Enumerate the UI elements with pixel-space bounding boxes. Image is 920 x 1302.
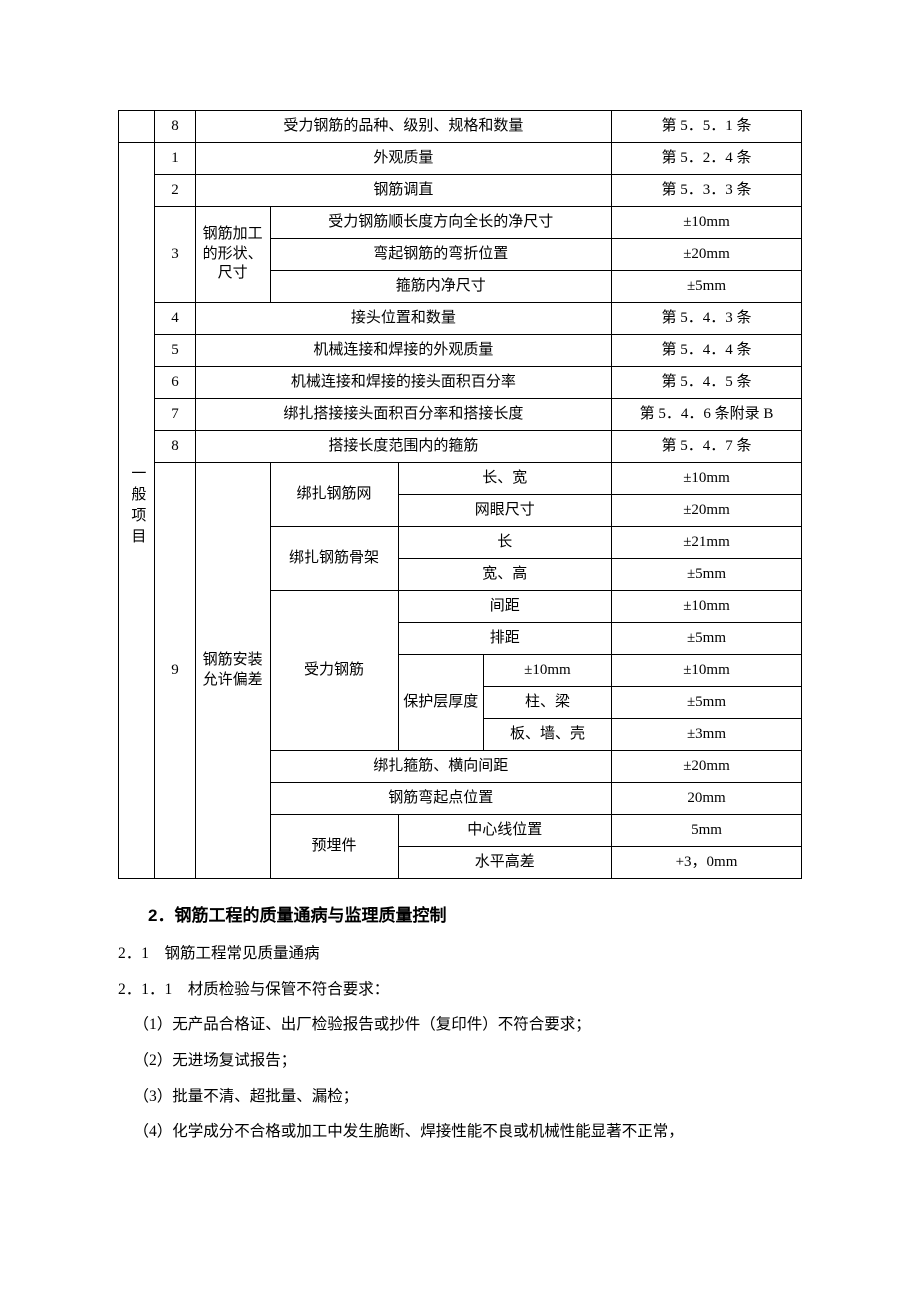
- paragraph: （4）化学成分不合格或加工中发生脆断、焊接性能不良或机械性能显著不正常，: [118, 1114, 802, 1150]
- cell-ref: ±10mm: [611, 591, 801, 623]
- cell-num: 5: [155, 335, 196, 367]
- spec-table: 8 受力钢筋的品种、级别、规格和数量 第 5．5．1 条 一般项目 1 外观质量…: [118, 110, 802, 879]
- cell-ref: ±5mm: [611, 271, 801, 303]
- cell-ref: +3，0mm: [611, 847, 801, 879]
- cell-desc: 绑扎箍筋、横向间距: [270, 751, 611, 783]
- cell-desc: 水平高差: [398, 847, 611, 879]
- cell-num: 9: [155, 463, 196, 879]
- table-row: 4 接头位置和数量 第 5．4．3 条: [119, 303, 802, 335]
- table-row: 5 机械连接和焊接的外观质量 第 5．4．4 条: [119, 335, 802, 367]
- cell-ref: ±5mm: [611, 687, 801, 719]
- paragraph: （2）无进场复试报告；: [118, 1043, 802, 1079]
- paragraph: （3）批量不清、超批量、漏检；: [118, 1079, 802, 1115]
- cell-ref: 第 5．4．5 条: [611, 367, 801, 399]
- cell-ref: ±10mm: [611, 655, 801, 687]
- cell-desc: 机械连接和焊接的接头面积百分率: [195, 367, 611, 399]
- cell-desc: 搭接长度范围内的箍筋: [195, 431, 611, 463]
- table-row: 3 钢筋加工的形状、尺寸 受力钢筋顺长度方向全长的净尺寸 ±10mm: [119, 207, 802, 239]
- table-row: 8 搭接长度范围内的箍筋 第 5．4．7 条: [119, 431, 802, 463]
- category-header-text: 一般项目: [127, 465, 147, 549]
- cell-desc: 钢筋调直: [195, 175, 611, 207]
- cell-ref: ±5mm: [611, 559, 801, 591]
- cell-desc: 长: [398, 527, 611, 559]
- cell-desc: ±10mm: [483, 655, 611, 687]
- paragraph: 2．1．1 材质检验与保管不符合要求：: [118, 972, 802, 1008]
- cell-desc: 受力钢筋顺长度方向全长的净尺寸: [270, 207, 611, 239]
- cell-desc: 宽、高: [398, 559, 611, 591]
- cell-desc: 网眼尺寸: [398, 495, 611, 527]
- cell-ref: 第 5．5．1 条: [611, 111, 801, 143]
- cell-num: 1: [155, 143, 196, 175]
- cell-ref: 第 5．2．4 条: [611, 143, 801, 175]
- cell-num: 8: [155, 111, 196, 143]
- cell-sub2: 保护层厚度: [398, 655, 483, 751]
- cell-desc: 绑扎搭接接头面积百分率和搭接长度: [195, 399, 611, 431]
- cell-ref: 第 5．4．7 条: [611, 431, 801, 463]
- cell-ref: 第 5．3．3 条: [611, 175, 801, 207]
- cell-desc: 中心线位置: [398, 815, 611, 847]
- cell-desc: 排距: [398, 623, 611, 655]
- cell-ref: ±20mm: [611, 495, 801, 527]
- cell-desc: 机械连接和焊接的外观质量: [195, 335, 611, 367]
- cell-desc: 接头位置和数量: [195, 303, 611, 335]
- cell-num: 2: [155, 175, 196, 207]
- cell-ref: ±20mm: [611, 751, 801, 783]
- cell-ref: ±21mm: [611, 527, 801, 559]
- cell-desc: 弯起钢筋的弯折位置: [270, 239, 611, 271]
- cell-ref: ±20mm: [611, 239, 801, 271]
- page-root: 8 受力钢筋的品种、级别、规格和数量 第 5．5．1 条 一般项目 1 外观质量…: [0, 0, 920, 1210]
- cell-ref: ±3mm: [611, 719, 801, 751]
- table-row: 8 受力钢筋的品种、级别、规格和数量 第 5．5．1 条: [119, 111, 802, 143]
- cell-desc: 钢筋弯起点位置: [270, 783, 611, 815]
- paragraph: 2．1 钢筋工程常见质量通病: [118, 936, 802, 972]
- section-title: 2．钢筋工程的质量通病与监理质量控制: [148, 901, 802, 926]
- cell-group: 钢筋加工的形状、尺寸: [195, 207, 270, 303]
- cell-ref: 第 5．4．3 条: [611, 303, 801, 335]
- cell-ref: ±10mm: [611, 207, 801, 239]
- table-row: 一般项目 1 外观质量 第 5．2．4 条: [119, 143, 802, 175]
- cell-ref: 5mm: [611, 815, 801, 847]
- cell-desc: 间距: [398, 591, 611, 623]
- cell-desc: 长、宽: [398, 463, 611, 495]
- cell-desc: 柱、梁: [483, 687, 611, 719]
- cell-num: 3: [155, 207, 196, 303]
- cell-num: 6: [155, 367, 196, 399]
- cell-desc: 箍筋内净尺寸: [270, 271, 611, 303]
- cell-ref: 20mm: [611, 783, 801, 815]
- paragraph: （1）无产品合格证、出厂检验报告或抄件（复印件）不符合要求；: [118, 1007, 802, 1043]
- table-row: 7 绑扎搭接接头面积百分率和搭接长度 第 5．4．6 条附录 B: [119, 399, 802, 431]
- cell-ref: ±10mm: [611, 463, 801, 495]
- cell-desc: 受力钢筋的品种、级别、规格和数量: [195, 111, 611, 143]
- cell-sub: 绑扎钢筋骨架: [270, 527, 398, 591]
- category-header: 一般项目: [119, 143, 155, 879]
- cell-sub: 预埋件: [270, 815, 398, 879]
- table-row: 6 机械连接和焊接的接头面积百分率 第 5．4．5 条: [119, 367, 802, 399]
- cell-num: 8: [155, 431, 196, 463]
- cell-num: 4: [155, 303, 196, 335]
- cell-ref: 第 5．4．6 条附录 B: [611, 399, 801, 431]
- cell-ref: 第 5．4．4 条: [611, 335, 801, 367]
- cell-group: 钢筋安装允许偏差: [195, 463, 270, 879]
- cell-ref: ±5mm: [611, 623, 801, 655]
- cell-num: 7: [155, 399, 196, 431]
- cell-sub: 受力钢筋: [270, 591, 398, 751]
- cell-desc: 外观质量: [195, 143, 611, 175]
- table-row: 9 钢筋安装允许偏差 绑扎钢筋网 长、宽 ±10mm: [119, 463, 802, 495]
- cell-sub: 绑扎钢筋网: [270, 463, 398, 527]
- table-row: 2 钢筋调直 第 5．3．3 条: [119, 175, 802, 207]
- cell-desc: 板、墙、壳: [483, 719, 611, 751]
